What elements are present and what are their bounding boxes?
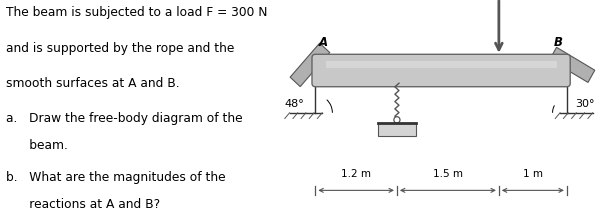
- Text: b.   What are the magnitudes of the: b. What are the magnitudes of the: [5, 171, 225, 184]
- Text: beam.: beam.: [5, 139, 67, 152]
- Text: and is supported by the rope and the: and is supported by the rope and the: [5, 42, 234, 54]
- Text: B: B: [554, 36, 563, 49]
- Text: 1.5 m: 1.5 m: [433, 169, 463, 179]
- Polygon shape: [550, 47, 595, 82]
- Text: 30°: 30°: [576, 99, 595, 109]
- Bar: [326, 61, 557, 68]
- Text: a.   Draw the free-body diagram of the: a. Draw the free-body diagram of the: [5, 112, 242, 125]
- Text: smooth surfaces at A and B.: smooth surfaces at A and B.: [5, 77, 179, 90]
- Text: 48°: 48°: [285, 99, 304, 109]
- Text: 1 m: 1 m: [523, 169, 543, 179]
- Polygon shape: [290, 43, 330, 87]
- Text: reactions at A and B?: reactions at A and B?: [5, 198, 159, 208]
- Text: A: A: [319, 36, 328, 49]
- Text: The beam is subjected to a load F = 300 N: The beam is subjected to a load F = 300 …: [5, 6, 267, 19]
- Circle shape: [394, 117, 400, 123]
- Bar: [378, 123, 415, 136]
- Text: 1.2 m: 1.2 m: [341, 169, 371, 179]
- FancyBboxPatch shape: [312, 54, 570, 87]
